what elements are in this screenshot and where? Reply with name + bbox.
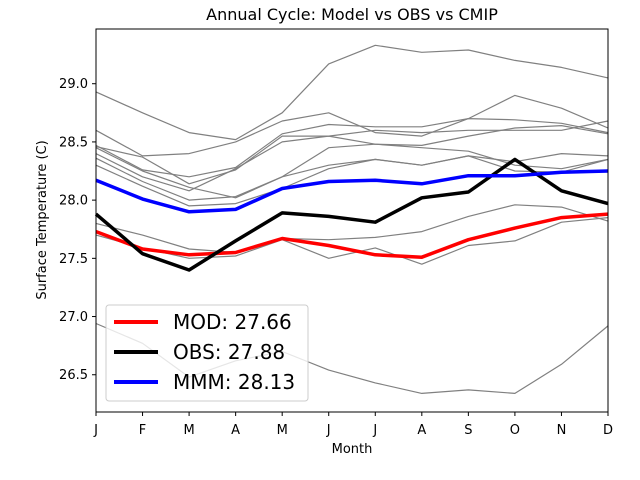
legend-box [105, 304, 309, 402]
chart-title: Annual Cycle: Model vs OBS vs CMIP [206, 5, 498, 24]
mod-series-line [95, 212, 609, 259]
ensemble-member-line [95, 155, 609, 207]
x-tick-label: A [231, 423, 240, 438]
legend-label: OBS: 27.88 [173, 340, 285, 364]
x-tick-label: J [372, 423, 377, 438]
y-tick-label: 26.5 [59, 368, 88, 383]
series-lines [94, 157, 609, 272]
x-tick-label: F [139, 423, 146, 438]
y-axis-label: Surface Temperature (C) [35, 140, 50, 299]
x-tick-label: O [510, 423, 520, 438]
mmm-series-line [95, 169, 609, 214]
y-tick-label: 27.5 [59, 252, 88, 267]
x-tick-label: A [417, 423, 426, 438]
ensemble-member-line [95, 217, 609, 265]
legend: MOD: 27.66 OBS: 27.88 MMM: 28.13 [105, 304, 309, 402]
x-tick-label: M [277, 423, 288, 438]
x-tick-label: N [557, 423, 567, 438]
y-axis: 26.5 27.0 27.5 28.0 28.5 29.0 [59, 77, 96, 383]
x-tick-label: M [183, 423, 194, 438]
x-tick-label: J [93, 423, 98, 438]
obs-series-line [94, 157, 609, 272]
y-tick-label: 28.5 [59, 135, 88, 150]
y-tick-label: 28.0 [59, 194, 88, 209]
legend-label: MOD: 27.66 [173, 310, 292, 334]
x-tick-label: D [603, 423, 613, 438]
y-tick-label: 27.0 [59, 310, 88, 325]
legend-items: MOD: 27.66 OBS: 27.88 MMM: 28.13 [114, 310, 295, 394]
legend-label: MMM: 28.13 [173, 370, 295, 394]
x-tick-label: S [464, 423, 472, 438]
ensemble-member-line [95, 153, 609, 201]
ensemble-member-line [95, 204, 609, 254]
x-tick-label: J [326, 423, 331, 438]
ensemble-member-line [95, 117, 609, 178]
y-tick-label: 29.0 [59, 77, 88, 92]
x-axis-label: Month [332, 442, 373, 457]
ensemble-lines [95, 44, 609, 394]
ensemble-member-line [95, 94, 609, 157]
ensemble-member-line [95, 44, 609, 141]
ensemble-member-line [95, 124, 609, 199]
plot-frame [95, 28, 609, 413]
ensemble-member-line [95, 120, 609, 185]
